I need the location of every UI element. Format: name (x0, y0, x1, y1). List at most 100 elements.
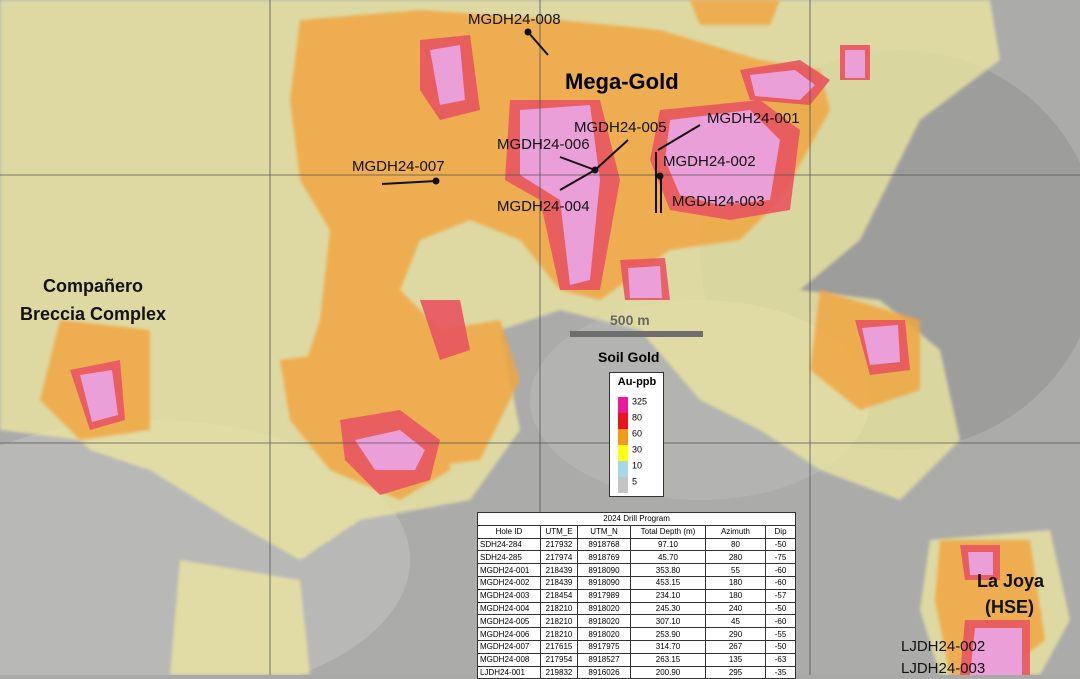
legend-swatch (618, 413, 628, 429)
table-cell: LJDH24-001 (477, 665, 541, 679)
table-cell: 353.80 (630, 563, 706, 577)
table-cell: 97.10 (630, 537, 706, 552)
column-header: Azimuth (705, 524, 766, 539)
table-cell: 267 (705, 639, 766, 654)
table-row: MGDH24-002 218439 8918090 453.15 180 -60 (477, 575, 797, 590)
table-cell: 8918527 (577, 652, 631, 667)
column-header: Dip (764, 524, 797, 539)
table-cell: 217974 (540, 550, 578, 565)
hole-label: MGDH24-002 (663, 153, 756, 170)
legend-label: 10 (632, 460, 642, 470)
table-cell: 200.90 (630, 665, 706, 679)
column-header: Hole ID (477, 524, 541, 539)
table-cell: 8918768 (577, 537, 631, 552)
table-cell: 234.10 (630, 588, 706, 603)
table-cell: 8918090 (577, 563, 631, 577)
table-cell: 263.15 (630, 652, 706, 667)
table-title: 2024 Drill Program (476, 512, 797, 526)
table-cell: 8917989 (577, 588, 631, 603)
legend-label: 325 (632, 396, 647, 406)
table-row: MGDH24-001 218439 8918090 353.80 55 -60 (477, 563, 797, 577)
column-header: Total Depth (m) (630, 524, 706, 539)
table-cell: 307.10 (630, 614, 706, 629)
table-cell: 180 (705, 575, 766, 590)
table-cell: MGDH24-007 (477, 639, 541, 654)
table-cell: -75 (764, 550, 797, 565)
table-cell: 295 (705, 665, 766, 679)
area-label: (HSE) (985, 597, 1034, 617)
table-cell: 217615 (540, 639, 578, 654)
hole-label: MGDH24-005 (574, 119, 667, 136)
hole-label: MGDH24-007 (352, 158, 445, 175)
table-row: LJDH24-001 219832 8916026 200.90 295 -35 (477, 665, 797, 679)
legend-title: Au-ppb (618, 376, 657, 388)
table-cell: 218439 (540, 575, 578, 590)
table-header: Hole ID UTM_E UTM_N Total Depth (m) Azimuth D… (477, 524, 797, 539)
table-cell: -50 (764, 537, 797, 552)
table-cell: -63 (764, 652, 797, 667)
hole-label: LJDH24-002 (901, 638, 985, 655)
column-header: UTM_E (540, 524, 578, 539)
table-cell: 240 (705, 601, 766, 616)
table-row: MGDH24-008 217954 8918527 263.15 135 -63 (477, 652, 797, 667)
table-cell: 280 (705, 550, 766, 565)
scale-bar (570, 331, 703, 337)
table-cell: -60 (764, 614, 797, 629)
table-cell: 180 (705, 588, 766, 603)
table-cell: SDH24-284 (477, 537, 541, 552)
hole-label: MGDH24-001 (707, 110, 800, 127)
table-cell: 8918090 (577, 575, 631, 590)
legend-swatch (618, 429, 628, 445)
table-cell: SDH24-285 (477, 550, 541, 565)
hole-label: MGDH24-003 (672, 193, 765, 210)
drill-trace (381, 28, 701, 213)
table-cell: 218210 (540, 614, 578, 629)
hole-label: LJDH24-003 (901, 660, 985, 675)
hole-label: MGDH24-008 (468, 11, 561, 28)
table-cell: 217954 (540, 652, 578, 667)
table-row: MGDH24-004 218210 8918020 245.30 240 -50 (477, 601, 797, 616)
table-cell: MGDH24-006 (477, 627, 541, 641)
table-cell: 453.15 (630, 575, 706, 590)
table-body: SDH24-284 217932 8918768 97.10 80 -50 SDH24-28… (477, 537, 797, 679)
legend-label: 30 (632, 444, 642, 454)
table-cell: 217932 (540, 537, 578, 552)
table-cell: -57 (764, 588, 797, 603)
legend-swatch (618, 461, 628, 477)
table-cell: 8917975 (577, 639, 631, 654)
table-cell: 45.70 (630, 550, 706, 565)
table-cell: 218210 (540, 601, 578, 616)
table-cell: 8918769 (577, 550, 631, 565)
table-cell: -35 (764, 665, 797, 679)
table-cell: MGDH24-004 (477, 601, 541, 616)
table-cell: -60 (764, 575, 797, 590)
hole-label: MGDH24-006 (497, 136, 590, 153)
table-cell: -60 (764, 563, 797, 577)
area-label: Breccia Complex (20, 304, 166, 324)
table-cell: MGDH24-008 (477, 652, 541, 667)
table-cell: 135 (705, 652, 766, 667)
table-cell: 218439 (540, 563, 578, 577)
table-cell: 45 (705, 614, 766, 629)
legend-label: 80 (632, 412, 642, 422)
table-cell: 219832 (540, 665, 578, 679)
scale-label: 500 m (610, 312, 650, 328)
legend-graphic: Au-ppb 325 80 60 30 10 5 (618, 376, 657, 493)
area-label: Mega-Gold (565, 69, 679, 94)
drill-table: 2024 Drill Program Hole ID UTM_E UTM_N Tota… (476, 512, 797, 679)
table-cell: 8918020 (577, 614, 631, 629)
legend-heading: Soil Gold (598, 349, 659, 365)
legend-label: 60 (632, 428, 642, 438)
column-header: UTM_N (577, 524, 631, 539)
legend-label: 5 (632, 476, 637, 486)
legend-swatch (618, 445, 628, 461)
table-row: MGDH24-007 217615 8917975 314.70 267 -50 (477, 639, 797, 654)
table-row: SDH24-284 217932 8918768 97.10 80 -50 (477, 537, 797, 552)
legend-swatch (618, 477, 628, 493)
table-cell: MGDH24-005 (477, 614, 541, 629)
table-row: MGDH24-006 218210 8918020 253.90 290 -55 (477, 627, 797, 641)
table-cell: -50 (764, 639, 797, 654)
